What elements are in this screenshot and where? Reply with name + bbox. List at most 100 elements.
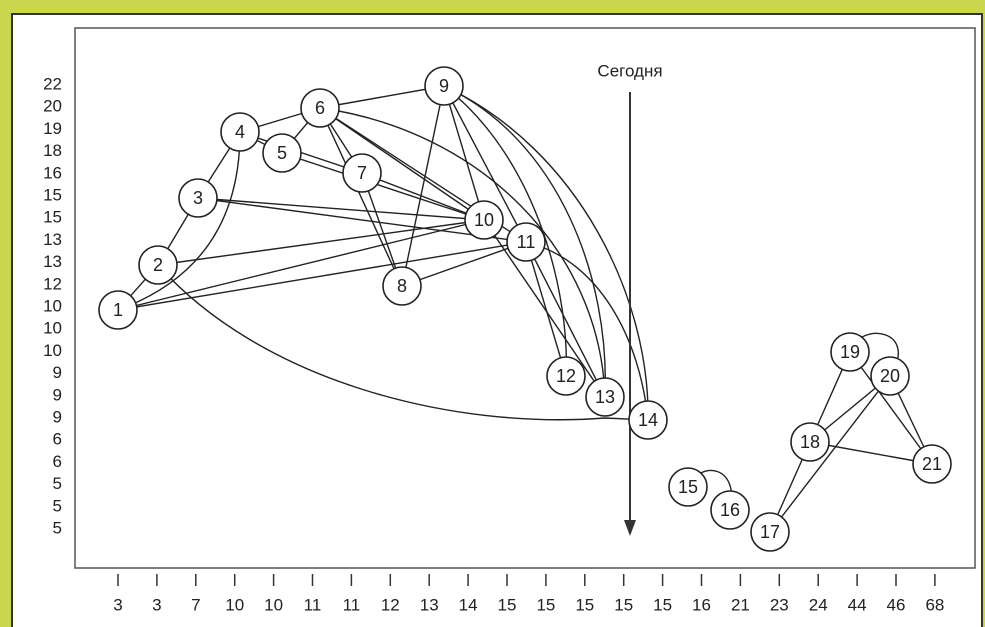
node bbox=[342, 153, 382, 193]
x-axis-label: 3 bbox=[152, 595, 161, 614]
y-axis-label: 10 bbox=[43, 296, 62, 315]
y-axis-label: 6 bbox=[53, 452, 62, 471]
y-axis-label: 16 bbox=[43, 163, 62, 182]
y-axis-label: 22 bbox=[43, 74, 62, 93]
edge bbox=[197, 197, 485, 221]
x-axis-label: 12 bbox=[381, 595, 400, 614]
node bbox=[138, 245, 178, 285]
node bbox=[178, 178, 218, 218]
node-label: 21 bbox=[922, 454, 942, 474]
node bbox=[300, 88, 340, 128]
x-axis-label: 14 bbox=[459, 595, 478, 614]
edge bbox=[525, 241, 567, 377]
x-axis-label: 16 bbox=[692, 595, 711, 614]
edge bbox=[157, 264, 649, 421]
x-axis-label: 15 bbox=[536, 595, 555, 614]
y-axis-label: 5 bbox=[53, 518, 62, 537]
node bbox=[382, 266, 422, 306]
node-label: 19 bbox=[840, 342, 860, 362]
x-axis-label: 13 bbox=[420, 595, 439, 614]
annotation: Сегодня bbox=[597, 61, 662, 80]
node-label: 14 bbox=[638, 410, 658, 430]
edge bbox=[443, 85, 649, 421]
x-axis-label: 23 bbox=[770, 595, 789, 614]
x-axis-label: 15 bbox=[575, 595, 594, 614]
x-axis-label: 3 bbox=[113, 595, 122, 614]
edge bbox=[401, 241, 527, 287]
x-axis-label: 21 bbox=[731, 595, 750, 614]
edge bbox=[401, 85, 445, 287]
node-label: 7 bbox=[357, 163, 367, 183]
node-label: 9 bbox=[439, 76, 449, 96]
node bbox=[628, 400, 668, 440]
node-label: 3 bbox=[193, 188, 203, 208]
y-axis-label: 10 bbox=[43, 341, 62, 360]
edge bbox=[849, 351, 933, 465]
y-axis-label: 13 bbox=[43, 230, 62, 249]
y-axis-label: 18 bbox=[43, 141, 62, 160]
y-axis-label: 9 bbox=[53, 363, 62, 382]
edge bbox=[117, 241, 527, 311]
node-label: 1 bbox=[113, 300, 123, 320]
node-label: 8 bbox=[397, 276, 407, 296]
node-label: 13 bbox=[595, 387, 615, 407]
edge bbox=[281, 152, 485, 221]
y-axis-label: 15 bbox=[43, 208, 62, 227]
node bbox=[710, 490, 750, 530]
edge bbox=[319, 107, 403, 287]
node-label: 5 bbox=[277, 143, 287, 163]
x-axis-label: 7 bbox=[191, 595, 200, 614]
node bbox=[912, 444, 952, 484]
node bbox=[750, 512, 790, 552]
edge bbox=[319, 85, 445, 109]
node bbox=[870, 356, 910, 396]
edge bbox=[525, 241, 649, 421]
y-axis-label: 20 bbox=[43, 97, 62, 116]
x-axis-label: 15 bbox=[653, 595, 672, 614]
node bbox=[546, 356, 586, 396]
node-label: 4 bbox=[235, 122, 245, 142]
node-label: 20 bbox=[880, 366, 900, 386]
node-label: 18 bbox=[800, 432, 820, 452]
edge bbox=[443, 85, 607, 398]
y-axis-label: 13 bbox=[43, 252, 62, 271]
node bbox=[506, 222, 546, 262]
node bbox=[790, 422, 830, 462]
y-axis-label: 6 bbox=[53, 430, 62, 449]
node bbox=[262, 133, 302, 173]
edge bbox=[443, 85, 527, 243]
edge bbox=[319, 107, 606, 398]
edge bbox=[361, 172, 485, 221]
x-axis-label: 44 bbox=[848, 595, 867, 614]
x-axis-label: 15 bbox=[614, 595, 633, 614]
edge bbox=[361, 172, 403, 287]
x-axis-label: 10 bbox=[264, 595, 283, 614]
node bbox=[220, 112, 260, 152]
plot-frame bbox=[74, 27, 976, 569]
x-axis-label: 68 bbox=[925, 595, 944, 614]
node-label: 2 bbox=[153, 255, 163, 275]
node-label: 6 bbox=[315, 98, 325, 118]
node bbox=[98, 290, 138, 330]
y-axis-label: 10 bbox=[43, 319, 62, 338]
y-axis-label: 5 bbox=[53, 496, 62, 515]
y-axis-label: 19 bbox=[43, 119, 62, 138]
node bbox=[830, 332, 870, 372]
x-axis-label: 11 bbox=[343, 595, 361, 614]
x-axis-label: 11 bbox=[304, 595, 322, 614]
node-label: 10 bbox=[474, 210, 494, 230]
node bbox=[668, 467, 708, 507]
edge bbox=[769, 375, 891, 533]
node bbox=[464, 200, 504, 240]
edge bbox=[483, 219, 606, 398]
arrow-head bbox=[624, 520, 636, 536]
node-label: 11 bbox=[517, 232, 536, 252]
edge bbox=[443, 85, 485, 221]
y-axis-label: 5 bbox=[53, 474, 62, 493]
edge bbox=[117, 219, 485, 311]
node-label: 16 bbox=[720, 500, 740, 520]
x-axis-label: 24 bbox=[809, 595, 828, 614]
edge bbox=[117, 131, 241, 311]
